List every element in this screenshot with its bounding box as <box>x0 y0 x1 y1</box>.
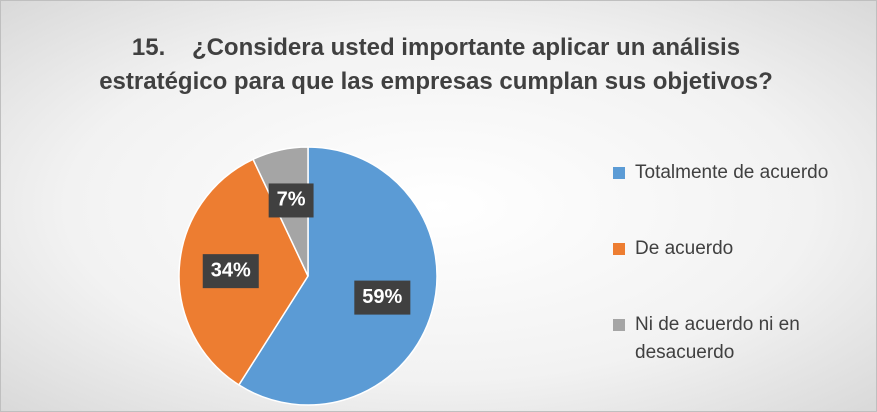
data-label-box <box>202 254 259 289</box>
legend-label: De acuerdo <box>635 238 734 259</box>
chart-title: 15. ¿Considera usted importante aplicar … <box>99 34 773 95</box>
data-label-box <box>268 183 314 218</box>
legend-swatch <box>613 167 625 179</box>
pie-slice <box>237 146 438 406</box>
legend-label: Ni de acuerdo ni en desacuerdo <box>635 314 800 363</box>
legend: Totalmente de acuerdo De acuerdo Ni de acu… <box>613 159 868 411</box>
data-label-text: 34% <box>211 259 251 281</box>
data-label-box <box>354 280 411 315</box>
legend-item: Totalmente de acuerdo <box>613 159 868 187</box>
legend-swatch <box>613 319 625 331</box>
data-label: 59% <box>354 280 411 315</box>
legend-swatch <box>613 243 625 255</box>
data-label-text: 7% <box>277 189 306 211</box>
data-label: 7% <box>268 183 314 218</box>
data-label: 34% <box>202 254 259 289</box>
data-label-text: 59% <box>362 286 402 308</box>
legend-item: De acuerdo <box>613 235 868 263</box>
legend-label: Totalmente de acuerdo <box>635 162 829 183</box>
legend-item: Ni de acuerdo ni en desacuerdo <box>613 311 868 367</box>
